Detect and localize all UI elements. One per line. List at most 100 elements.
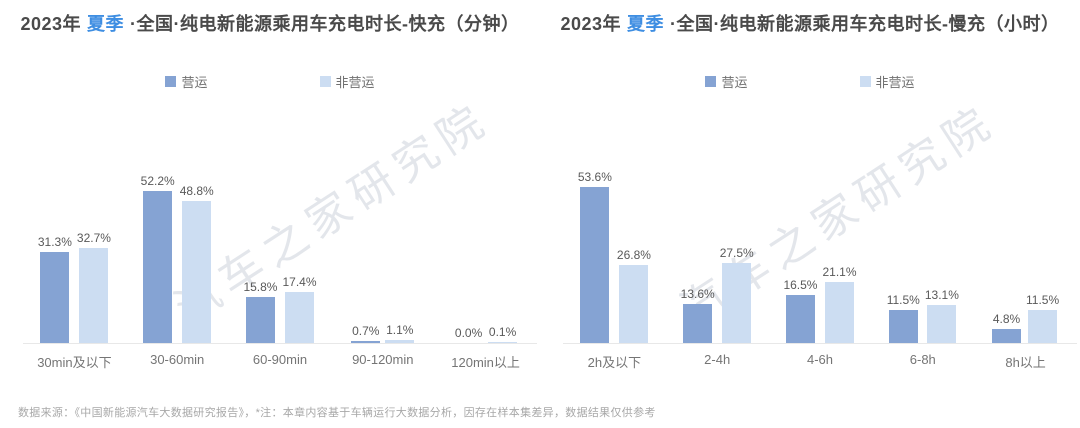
legend-item-non-operational: 非营运: [319, 72, 375, 91]
category-slot: 15.8% 17.4% 60-90min: [229, 163, 332, 371]
x-axis-label: 8h以上: [1005, 355, 1046, 370]
x-axis-label: 30min及以下: [37, 355, 112, 370]
bar-column: 21.1%: [822, 264, 857, 343]
legend-item-operational: 营运: [705, 72, 748, 91]
bar-value-label: 11.5%: [886, 292, 920, 307]
bar-value-label: 21.1%: [822, 264, 857, 279]
bar-column: 32.7%: [77, 231, 111, 343]
bar-column: 11.5%: [887, 293, 920, 343]
bar-non-operational: [619, 265, 649, 343]
bar-column: 15.8%: [243, 280, 277, 343]
category-slot: 11.5% 13.1% 6-8h: [871, 163, 974, 371]
bar-column: 16.5%: [783, 278, 817, 343]
bar-column: 27.5%: [720, 246, 754, 343]
bar-column: 0.7%: [351, 324, 381, 343]
plot-area: 31.3% 32.7% 30min及以下 52.2% 48.8% 30-60min 15.8…: [0, 163, 540, 371]
chart-fast-charging: 2023年 夏季 ·全国·纯电新能源乘用车充电时长-快充（分钟） 营运 非营运 汽车…: [0, 0, 540, 371]
bar-value-label: 26.8%: [616, 248, 651, 263]
x-axis-label: 2-4h: [704, 352, 731, 367]
bar-column: 13.6%: [681, 287, 715, 343]
bar-non-operational: [722, 263, 752, 343]
category-slot: 52.2% 48.8% 30-60min: [126, 163, 229, 371]
bar-operational: [143, 191, 173, 343]
category-slot: 53.6% 26.8% 2h及以下: [563, 163, 666, 371]
footnote: 数据来源：《中国新能源汽车大数据研究报告》，*注：本章内容基于车辆运行大数据分析…: [18, 407, 656, 419]
x-axis-label: 90-120min: [352, 352, 414, 367]
x-axis-label: 4-6h: [806, 352, 833, 367]
bar-operational: [40, 252, 70, 343]
bar-group: 11.5% 13.1%: [871, 163, 974, 343]
category-slot: 0.0% 0.1% 120min以上: [434, 163, 537, 371]
bar-group: 4.8% 11.5%: [974, 163, 1077, 343]
bar-column: 13.1%: [925, 288, 959, 343]
bar-value-label: 13.1%: [924, 287, 959, 302]
bar-column: 0.0%: [454, 326, 483, 343]
bar-non-operational: [385, 339, 415, 343]
bar-column: 48.8%: [180, 184, 214, 343]
x-axis-label: 6-8h: [909, 352, 936, 367]
legend-label-non-operational: 非营运: [875, 75, 915, 90]
bar-operational: [580, 187, 610, 343]
bar-value-label: 11.5%: [1026, 292, 1060, 307]
x-axis-label: 30-60min: [150, 352, 205, 367]
bar-non-operational: [285, 292, 314, 343]
bar-groups: 53.6% 26.8% 2h及以下 13.6% 27.5% 2-4h 16.5% 21.1% 4…: [540, 163, 1080, 371]
bar-group: 0.0% 0.1%: [434, 163, 537, 343]
bar-column: 1.1%: [385, 322, 415, 343]
category-slot: 31.3% 32.7% 30min及以下: [23, 163, 126, 371]
bar-value-label: 17.4%: [282, 275, 317, 290]
bar-non-operational: [182, 201, 212, 343]
bar-value-label: 15.8%: [243, 280, 278, 295]
bar-group: 31.3% 32.7%: [23, 163, 126, 343]
category-slot: 13.6% 27.5% 2-4h: [666, 163, 769, 371]
bar-operational: [888, 309, 918, 343]
bar-value-label: 0.0%: [454, 326, 483, 340]
x-axis-label: 2h及以下: [587, 355, 642, 370]
bar-non-operational: [488, 342, 518, 343]
category-slot: 16.5% 21.1% 4-6h: [769, 163, 872, 371]
bar-column: 26.8%: [617, 248, 651, 343]
title-season: 夏季: [87, 14, 125, 34]
x-axis-line: [563, 343, 1077, 344]
title-season: 夏季: [627, 14, 665, 34]
category-slot: 0.7% 1.1% 90-120min: [331, 163, 434, 371]
bar-operational: [785, 295, 815, 343]
bar-non-operational: [927, 304, 957, 343]
title-year: 2023年: [20, 14, 82, 34]
bar-value-label: 48.8%: [179, 184, 214, 199]
bar-group: 15.8% 17.4%: [229, 163, 332, 343]
category-slot: 4.8% 11.5% 8h以上: [974, 163, 1077, 371]
bar-group: 52.2% 48.8%: [126, 163, 229, 343]
bar-column: 52.2%: [141, 174, 175, 343]
bar-column: 17.4%: [282, 275, 317, 343]
bar-column: 11.5%: [1026, 293, 1059, 343]
chart-title: 2023年 夏季 ·全国·纯电新能源乘用车充电时长-慢充（小时）: [540, 10, 1080, 36]
bar-value-label: 0.1%: [488, 325, 517, 339]
bar-value-label: 16.5%: [783, 278, 818, 293]
bar-operational: [992, 329, 1022, 343]
bar-non-operational: [1028, 309, 1058, 343]
chart-slow-charging: 2023年 夏季 ·全国·纯电新能源乘用车充电时长-慢充（小时） 营运 非营运 汽车…: [540, 0, 1080, 371]
legend-swatch-operational: [705, 76, 717, 87]
bar-value-label: 13.6%: [680, 286, 715, 301]
bar-value-label: 4.8%: [992, 312, 1021, 327]
bar-value-label: 1.1%: [386, 322, 414, 337]
legend-label-non-operational: 非营运: [335, 75, 375, 90]
legend-item-non-operational: 非营运: [859, 72, 915, 91]
bar-operational: [245, 297, 275, 343]
legend-swatch-non-operational: [319, 76, 331, 87]
title-rest: ·全国·纯电新能源乘用车充电时长-慢充（小时）: [670, 14, 1060, 34]
bar-value-label: 31.3%: [37, 235, 72, 250]
legend-swatch-non-operational: [859, 76, 871, 87]
title-rest: ·全国·纯电新能源乘用车充电时长-快充（分钟）: [130, 14, 520, 34]
legend-label-operational: 营运: [181, 75, 208, 90]
title-year: 2023年: [560, 14, 622, 34]
bar-group: 13.6% 27.5%: [666, 163, 769, 343]
x-axis-line: [23, 343, 537, 344]
bar-column: 0.1%: [488, 325, 518, 343]
bar-value-label: 53.6%: [577, 170, 612, 185]
bar-value-label: 32.7%: [76, 231, 111, 246]
bar-non-operational: [825, 281, 854, 343]
legend: 营运 非营运: [540, 72, 1080, 91]
